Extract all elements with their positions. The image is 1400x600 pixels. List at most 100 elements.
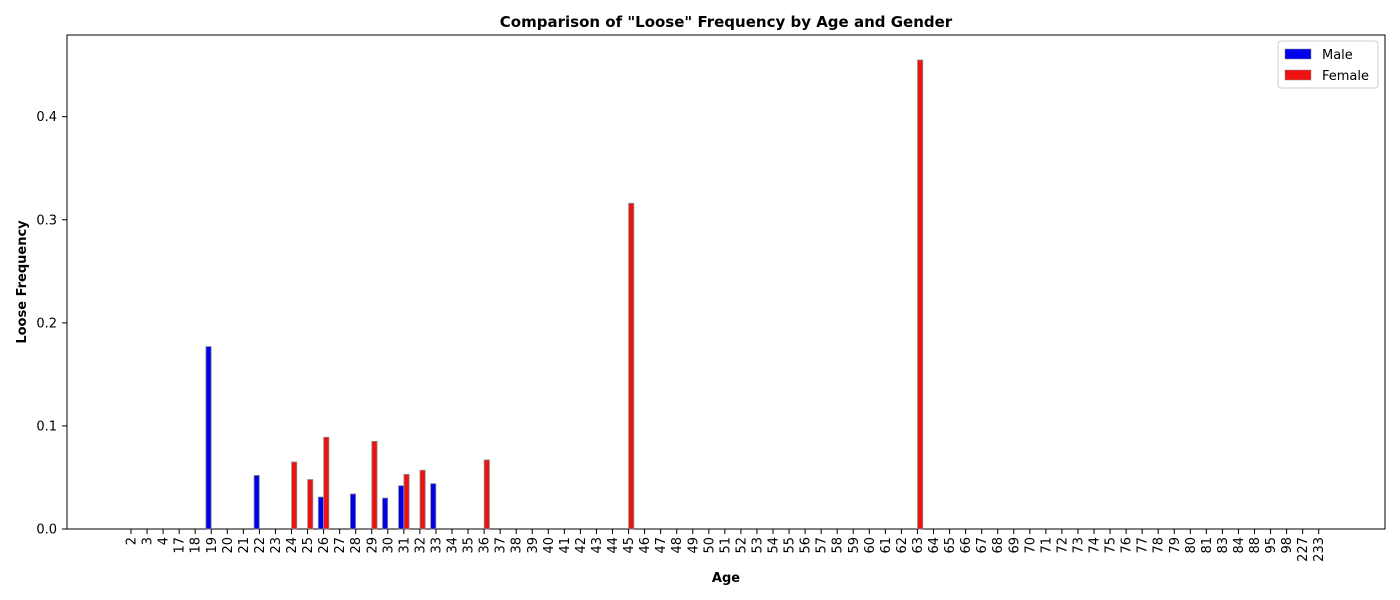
x-tick-label: 28: [349, 537, 364, 554]
x-tick-label: 22: [253, 537, 268, 554]
x-tick-label: 56: [799, 537, 814, 554]
x-tick-label: 43: [590, 537, 605, 554]
x-tick-label: 68: [991, 537, 1006, 554]
bar-female-24: [291, 461, 298, 530]
x-tick-label: 71: [1039, 537, 1054, 554]
bar-male-33: [430, 483, 437, 530]
x-tick-label: 79: [1168, 537, 1183, 554]
bar-female-25: [307, 479, 314, 530]
y-tick-label: 0.4: [36, 110, 57, 125]
x-tick-label: 233: [1312, 537, 1327, 562]
chart-title: Comparison of "Loose" Frequency by Age a…: [500, 13, 953, 31]
x-tick-label: 27: [333, 537, 348, 554]
x-tick-label: 35: [462, 537, 477, 554]
x-tick-label: 48: [670, 537, 685, 554]
x-tick-label: 18: [189, 537, 204, 554]
x-tick-label: 42: [574, 537, 589, 554]
bar-male-31: [398, 485, 405, 530]
x-tick-label: 84: [1232, 537, 1247, 554]
y-axis: 0.0 0.1 0.2 0.3 0.4: [36, 110, 67, 538]
x-tick-label: 39: [526, 537, 541, 554]
x-tick-label: 41: [558, 537, 573, 554]
x-tick-label: 81: [1200, 537, 1215, 554]
x-tick-label: 88: [1248, 537, 1263, 554]
x-tick-label: 36: [478, 537, 493, 554]
legend-swatch-male: [1284, 48, 1312, 60]
x-tick-label: 60: [863, 537, 878, 554]
bar-male-19: [205, 346, 212, 530]
x-tick-label: 62: [895, 537, 910, 554]
x-tick-label: 2: [125, 537, 140, 545]
x-tick-label: 80: [1184, 537, 1199, 554]
y-tick-label: 0.1: [36, 419, 57, 434]
x-tick-label: 70: [1023, 537, 1038, 554]
x-tick-label: 31: [397, 537, 412, 554]
x-tick-label: 33: [429, 537, 444, 554]
x-tick-label: 77: [1136, 537, 1151, 554]
x-tick-label: 23: [269, 537, 284, 554]
x-tick-label: 32: [413, 537, 428, 554]
bars: [205, 59, 924, 530]
legend-label-male: Male: [1322, 48, 1353, 63]
x-tick-label: 64: [927, 537, 942, 554]
bar-female-45: [628, 202, 635, 530]
plot-frame: [66, 34, 1386, 530]
x-tick-label: 74: [1088, 537, 1103, 554]
x-tick-label: 37: [494, 537, 509, 554]
x-tick-label: 20: [221, 537, 236, 554]
x-tick-label: 69: [1007, 537, 1022, 554]
legend: Male Female: [1277, 40, 1379, 89]
x-tick-label: 53: [750, 537, 765, 554]
bar-female-36: [483, 459, 490, 530]
x-tick-label: 95: [1264, 537, 1279, 554]
x-axis: 2 3 4 17 18 19 20 21 22 23 24 25 26 27 28 29 30 31 32 33 34 3…: [125, 529, 1327, 562]
bar-male-28: [349, 493, 356, 530]
x-tick-label: 21: [237, 537, 252, 554]
bar-male-30: [382, 497, 389, 530]
x-tick-label: 49: [686, 537, 701, 554]
x-tick-label: 78: [1152, 537, 1167, 554]
x-tick-label: 51: [718, 537, 733, 554]
x-tick-label: 65: [943, 537, 958, 554]
x-tick-label: 66: [959, 537, 974, 554]
x-tick-label: 72: [1055, 537, 1070, 554]
y-axis-label: Loose Frequency: [15, 220, 30, 344]
y-tick-label: 0.3: [36, 213, 57, 228]
x-tick-label: 26: [317, 537, 332, 554]
x-tick-label: 30: [381, 537, 396, 554]
bar-female-26: [323, 436, 330, 530]
bar-female-29: [371, 440, 378, 530]
y-tick-label: 0.0: [36, 523, 57, 538]
x-tick-label: 63: [911, 537, 926, 554]
x-tick-label: 98: [1280, 537, 1295, 554]
bar-female-63: [917, 59, 924, 530]
x-tick-label: 3: [141, 537, 156, 545]
x-tick-label: 52: [734, 537, 749, 554]
x-tick-label: 25: [301, 537, 316, 554]
x-tick-label: 58: [831, 537, 846, 554]
x-tick-label: 24: [285, 537, 300, 554]
x-tick-label: 29: [365, 537, 380, 554]
x-tick-label: 50: [702, 537, 717, 554]
x-tick-label: 17: [173, 537, 188, 554]
x-tick-label: 46: [638, 537, 653, 554]
x-tick-label: 57: [815, 537, 830, 554]
x-tick-label: 75: [1104, 537, 1119, 554]
x-tick-label: 55: [783, 537, 798, 554]
x-tick-label: 44: [606, 537, 621, 554]
bar-female-31: [403, 473, 410, 530]
x-tick-label: 67: [975, 537, 990, 554]
x-tick-label: 45: [622, 537, 637, 554]
y-tick-label: 0.2: [36, 316, 57, 331]
bar-male-26: [317, 496, 324, 530]
bar-female-32: [419, 469, 426, 530]
x-tick-label: 19: [205, 537, 220, 554]
legend-label-female: Female: [1322, 69, 1369, 84]
x-axis-label: Age: [712, 571, 740, 586]
x-tick-label: 59: [847, 537, 862, 554]
x-tick-label: 40: [542, 537, 557, 554]
x-tick-label: 54: [767, 537, 782, 554]
legend-swatch-female: [1284, 69, 1312, 81]
x-tick-label: 76: [1120, 537, 1135, 554]
x-tick-label: 4: [157, 537, 172, 545]
